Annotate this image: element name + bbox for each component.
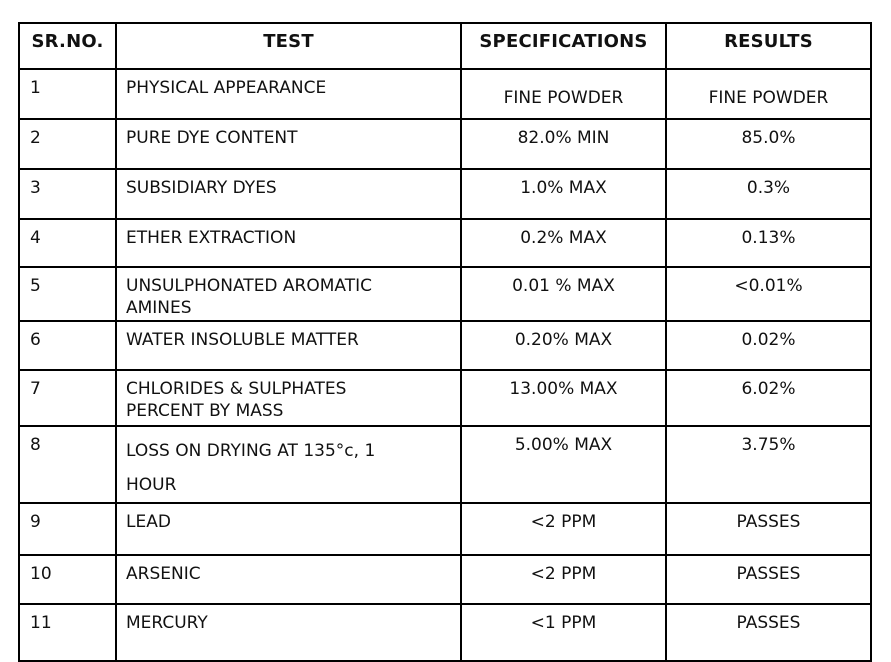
cell-srno: 2 xyxy=(18,118,117,170)
table-header: SR.NO. TEST SPECIFICATIONS RESULTS xyxy=(18,22,872,70)
cell-test: MERCURY xyxy=(115,602,462,662)
cell-spec: <2 PPM xyxy=(460,501,667,556)
cell-test: ETHER EXTRACTION xyxy=(115,218,462,268)
table-row: 11 MERCURY <1 PPM PASSES xyxy=(18,602,872,662)
cell-result: 0.13% xyxy=(665,218,872,268)
table-row: 5 UNSULPHONATED AROMATIC AMINES 0.01 % M… xyxy=(18,266,872,322)
table-row: 10 ARSENIC <2 PPM PASSES xyxy=(18,553,872,605)
cell-spec: 82.0% MIN xyxy=(460,118,667,170)
cell-test: LEAD xyxy=(115,501,462,556)
cell-result: PASSES xyxy=(665,602,872,662)
cell-srno: 9 xyxy=(18,501,117,556)
cell-spec: 0.2% MAX xyxy=(460,218,667,268)
cell-srno: 10 xyxy=(18,553,117,605)
cell-spec: <2 PPM xyxy=(460,553,667,605)
cell-test: WATER INSOLUBLE MATTER xyxy=(115,319,462,371)
table-row: 6 WATER INSOLUBLE MATTER 0.20% MAX 0.02% xyxy=(18,319,872,371)
header-row: SR.NO. TEST SPECIFICATIONS RESULTS xyxy=(18,22,872,70)
cell-srno: 3 xyxy=(18,168,117,220)
cell-srno: 5 xyxy=(18,266,117,322)
cell-srno: 11 xyxy=(18,602,117,662)
cell-test: PHYSICAL APPEARANCE xyxy=(115,68,462,120)
column-header-result: RESULTS xyxy=(665,22,872,70)
table-row: 3 SUBSIDIARY DYES 1.0% MAX 0.3% xyxy=(18,168,872,220)
cell-test: CHLORIDES & SULPHATES PERCENT BY MASS xyxy=(115,368,462,427)
cell-result: 85.0% xyxy=(665,118,872,170)
cell-test: UNSULPHONATED AROMATIC AMINES xyxy=(115,266,462,322)
cell-spec: <1 PPM xyxy=(460,602,667,662)
table-row: 7 CHLORIDES & SULPHATES PERCENT BY MASS … xyxy=(18,368,872,427)
cell-spec: 1.0% MAX xyxy=(460,168,667,220)
table-row: 2 PURE DYE CONTENT 82.0% MIN 85.0% xyxy=(18,118,872,170)
cell-result: <0.01% xyxy=(665,266,872,322)
cell-result: 3.75% xyxy=(665,424,872,504)
test-results-table: SR.NO. TEST SPECIFICATIONS RESULTS 1 PHY… xyxy=(18,22,872,662)
cell-srno: 4 xyxy=(18,218,117,268)
cell-result: FINE POWDER xyxy=(665,68,872,120)
cell-spec: 0.01 % MAX xyxy=(460,266,667,322)
column-header-test: TEST xyxy=(115,22,462,70)
cell-srno: 8 xyxy=(18,424,117,504)
column-header-spec: SPECIFICATIONS xyxy=(460,22,667,70)
cell-test: SUBSIDIARY DYES xyxy=(115,168,462,220)
cell-result: 0.3% xyxy=(665,168,872,220)
cell-spec: 13.00% MAX xyxy=(460,368,667,427)
column-header-srno: SR.NO. xyxy=(18,22,117,70)
table-row: 8 LOSS ON DRYING AT 135°c, 1 HOUR 5.00% … xyxy=(18,424,872,504)
cell-spec: 5.00% MAX xyxy=(460,424,667,504)
cell-result: PASSES xyxy=(665,501,872,556)
table-row: 9 LEAD <2 PPM PASSES xyxy=(18,501,872,556)
cell-result: 6.02% xyxy=(665,368,872,427)
cell-test: PURE DYE CONTENT xyxy=(115,118,462,170)
table-body: 1 PHYSICAL APPEARANCE FINE POWDER FINE P… xyxy=(18,68,872,662)
cell-spec: 0.20% MAX xyxy=(460,319,667,371)
cell-test: ARSENIC xyxy=(115,553,462,605)
table-row: 4 ETHER EXTRACTION 0.2% MAX 0.13% xyxy=(18,218,872,268)
cell-spec: FINE POWDER xyxy=(460,68,667,120)
cell-srno: 7 xyxy=(18,368,117,427)
cell-srno: 1 xyxy=(18,68,117,120)
cell-test: LOSS ON DRYING AT 135°c, 1 HOUR xyxy=(115,424,462,504)
cell-result: 0.02% xyxy=(665,319,872,371)
cell-srno: 6 xyxy=(18,319,117,371)
table-row: 1 PHYSICAL APPEARANCE FINE POWDER FINE P… xyxy=(18,68,872,120)
cell-result: PASSES xyxy=(665,553,872,605)
